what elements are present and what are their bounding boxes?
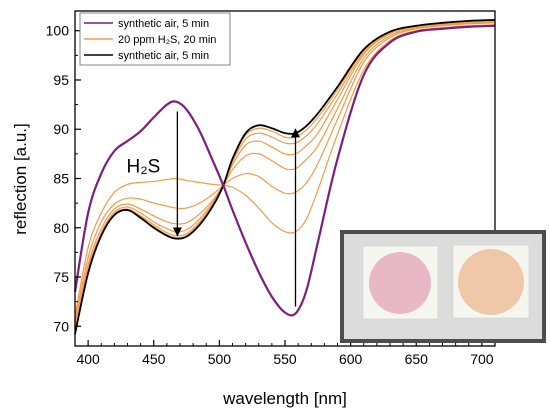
sensor-spot-left	[369, 252, 431, 314]
legend-label-1: synthetic air, 5 min	[118, 18, 209, 30]
legend-label-3: synthetic air, 5 min	[118, 50, 209, 62]
x-tick-label: 550	[273, 351, 297, 367]
series-line-3	[74, 22, 496, 322]
series-line-2	[74, 24, 496, 317]
y-tick-label: 90	[53, 121, 69, 137]
annotations: H₂S	[127, 111, 301, 307]
series-line-4	[74, 21, 496, 327]
sensor-spot-right	[458, 249, 524, 315]
x-tick-label: 700	[470, 351, 494, 367]
y-axis-title: reflection [a.u.]	[11, 123, 30, 235]
x-tick-label: 400	[76, 351, 100, 367]
legend-label-2: 20 ppm H₂S, 20 min	[118, 34, 216, 46]
x-tick-label: 600	[339, 351, 363, 367]
inset-photo	[340, 230, 546, 343]
series-layer	[73, 18, 496, 335]
y-tick-label: 80	[53, 220, 69, 236]
x-tick-label: 450	[142, 351, 166, 367]
y-tick-label: 70	[53, 318, 69, 334]
y-tick-label: 100	[46, 23, 70, 39]
h2s-label: H₂S	[127, 157, 161, 178]
legend-box	[79, 12, 231, 66]
series-line-8	[74, 18, 496, 335]
series-line-1	[73, 24, 496, 317]
y-axis: 70 75 80 85 90 95 100	[46, 23, 81, 334]
x-tick-label: 500	[208, 351, 232, 367]
y-tick-label: 95	[53, 72, 69, 88]
legend: synthetic air, 5 min 20 ppm H₂S, 20 min …	[79, 12, 231, 66]
series-line-5	[74, 20, 496, 331]
series-line-6	[74, 19, 496, 333]
y-tick-label: 75	[53, 269, 69, 285]
x-axis: 400 450 500 550 600 650 700	[74, 340, 496, 367]
x-tick-label: 650	[405, 351, 429, 367]
y-tick-label: 85	[53, 171, 69, 187]
x-axis-title: wavelength [nm]	[222, 389, 347, 408]
